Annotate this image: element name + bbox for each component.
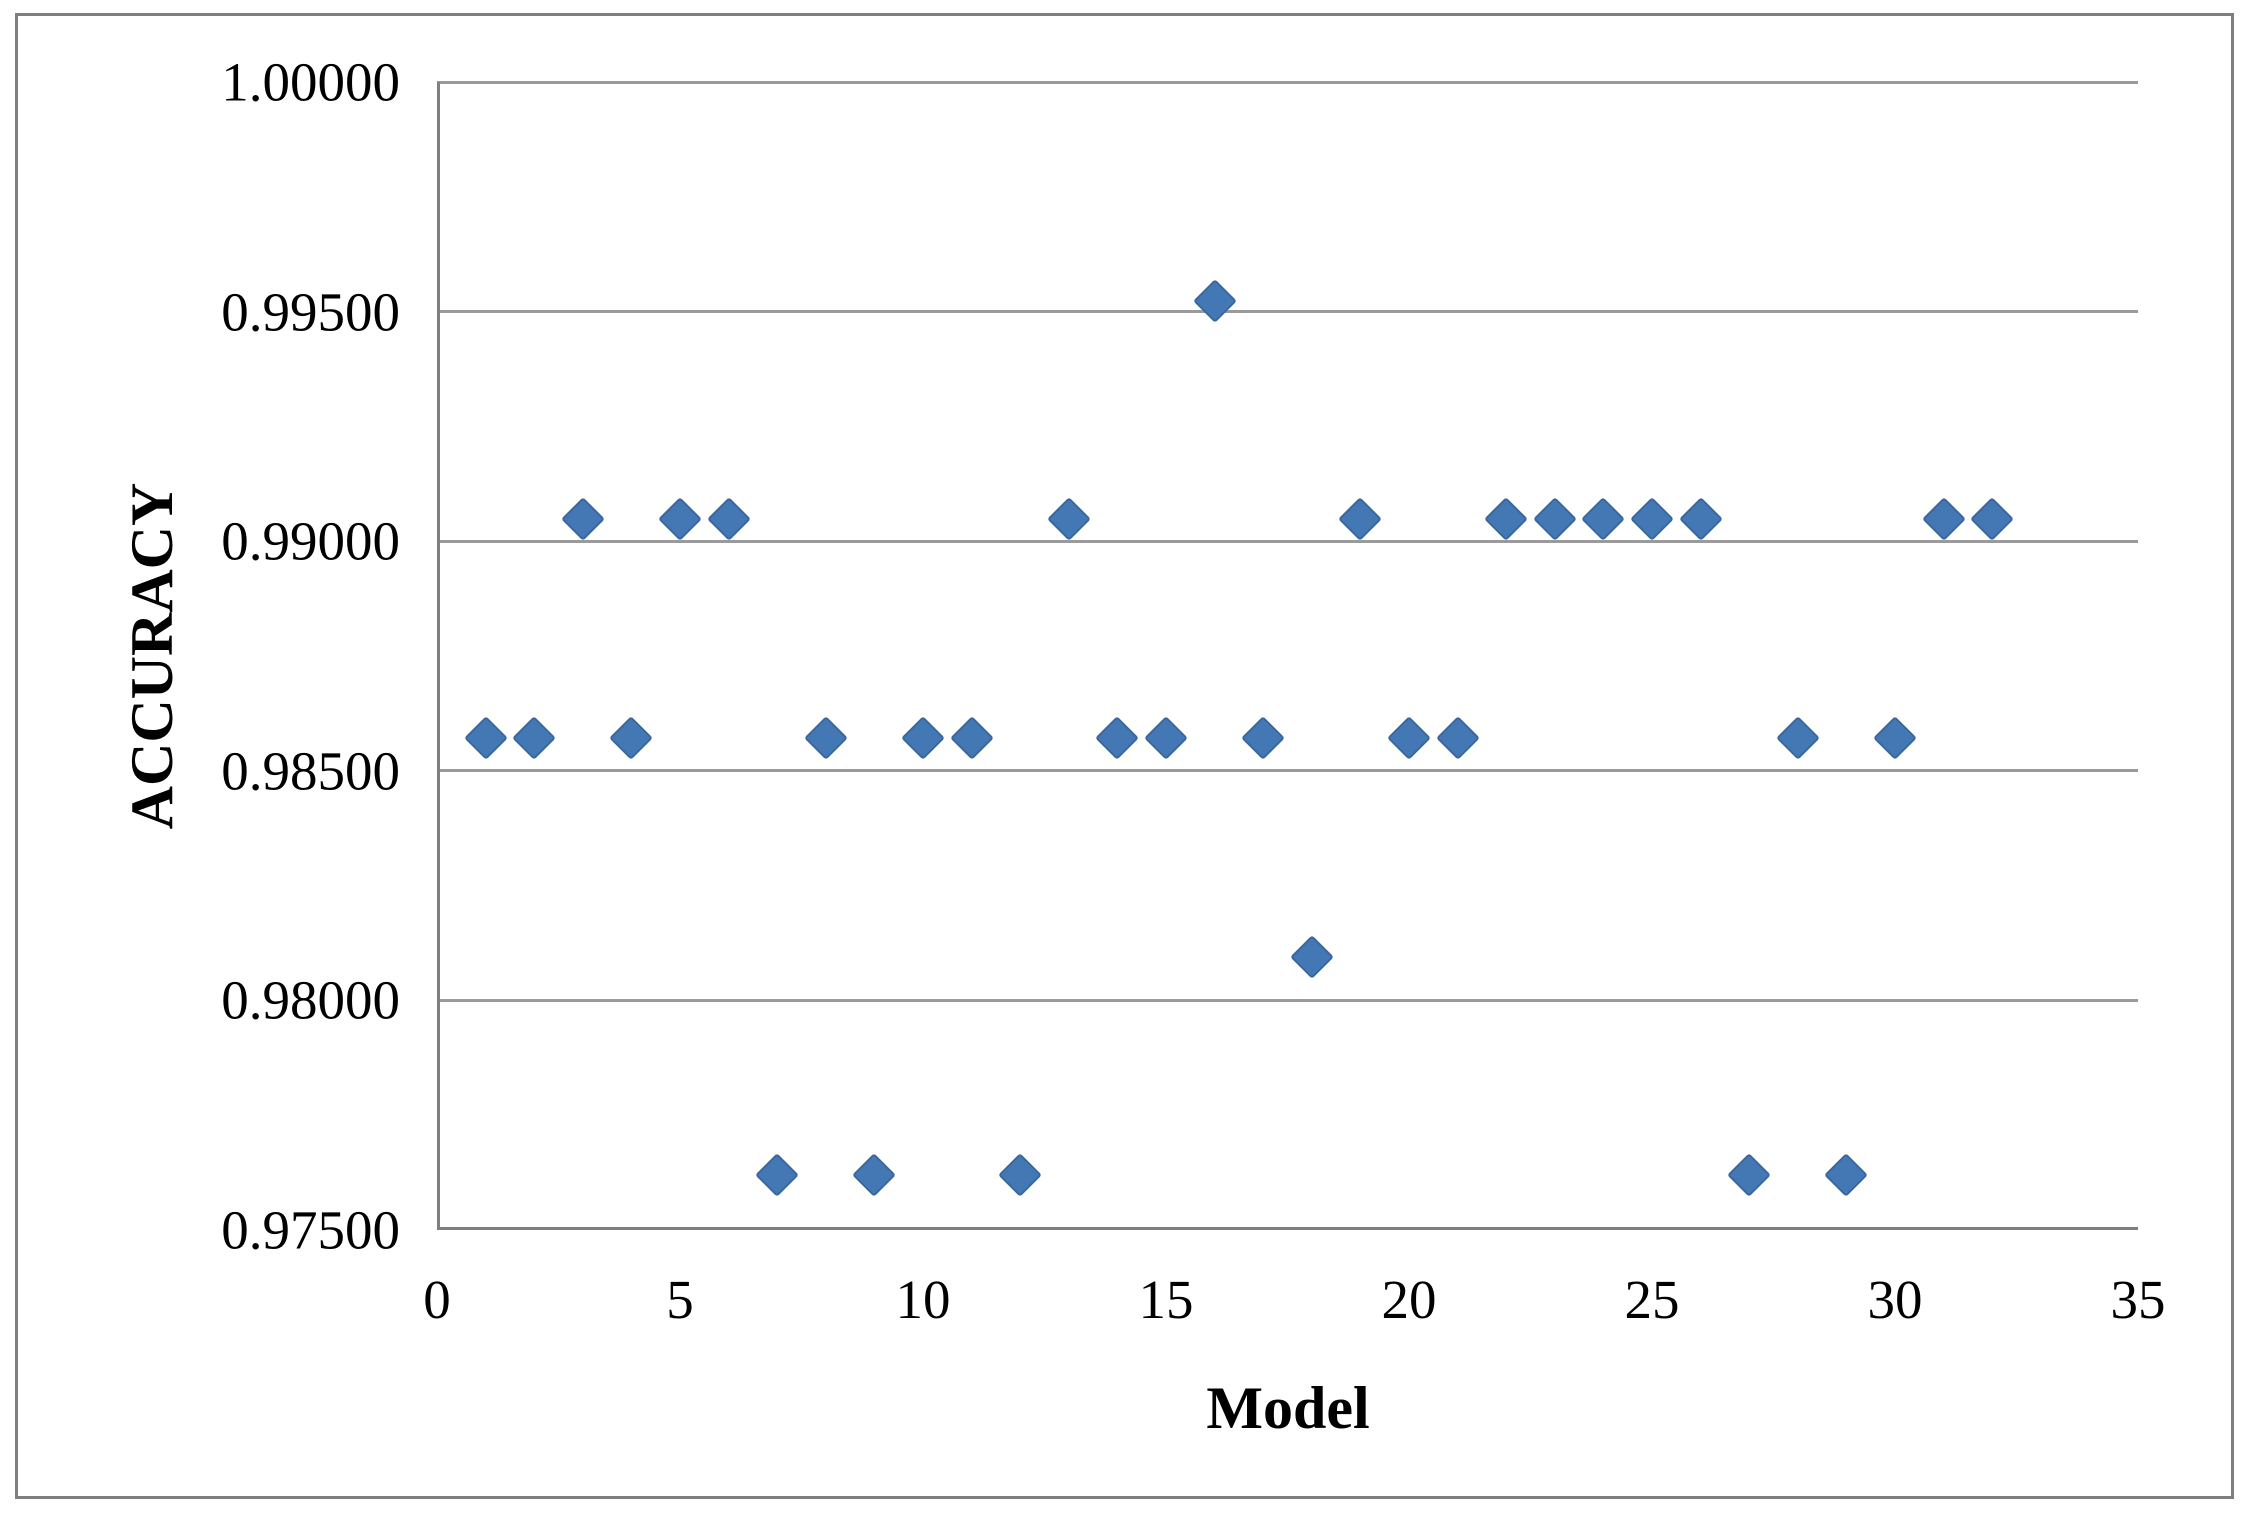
horizontal-gridline (437, 310, 2138, 314)
y-tick-label: 0.99500 (221, 281, 400, 343)
x-tick-label: 15 (1138, 1269, 1194, 1330)
y-tick-label: 0.97500 (221, 1199, 400, 1261)
x-axis-title: Model (1206, 1375, 1370, 1441)
x-tick-label: 5 (666, 1269, 694, 1330)
y-tick-label: 0.98500 (221, 740, 400, 802)
figure-border (15, 13, 2234, 1499)
horizontal-gridline (437, 80, 2138, 84)
y-tick-label: 0.99000 (221, 510, 400, 572)
x-tick-label: 20 (1381, 1269, 1437, 1330)
y-tick-label: 1.00000 (221, 51, 400, 113)
horizontal-gridline (437, 539, 2138, 543)
plot-area (437, 82, 2138, 1230)
x-tick-label: 35 (2110, 1269, 2166, 1330)
x-tick-label: 30 (1867, 1269, 1923, 1330)
horizontal-gridline (437, 769, 2138, 773)
x-tick-label: 0 (423, 1269, 451, 1330)
y-axis-title: ACCURACY (119, 482, 185, 830)
x-tick-label: 10 (895, 1269, 951, 1330)
x-tick-label: 25 (1624, 1269, 1680, 1330)
horizontal-gridline (437, 998, 2138, 1002)
y-tick-label: 0.98000 (221, 969, 400, 1031)
